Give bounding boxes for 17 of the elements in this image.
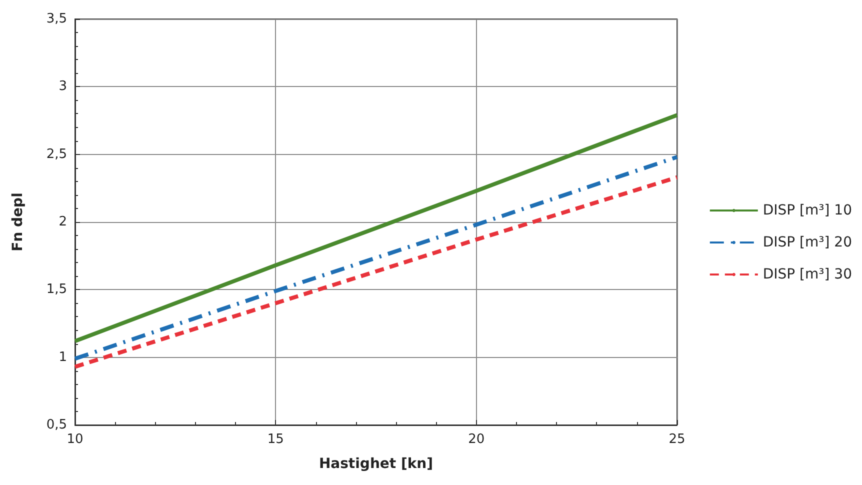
y-tick-label: 2,5: [46, 146, 67, 162]
y-tick-label: 1,5: [46, 282, 67, 298]
y-tick-label: 3,5: [46, 12, 67, 26]
y-tick-label: 2: [58, 214, 67, 230]
x-tick-label: 20: [468, 432, 485, 447]
y-tick-label: 1: [58, 350, 67, 365]
y-tick-label: 0,5: [46, 418, 67, 432]
y-axis-title: Fn depl: [10, 192, 26, 252]
x-tick-label: 25: [668, 432, 686, 447]
x-tick-label: 15: [267, 432, 284, 447]
legend-label: DISP [m³] 10: [762, 202, 852, 218]
x-axis-title: Hastighet [kn]: [318, 456, 434, 472]
line-series: [73, 113, 679, 344]
legend-label: DISP [m³] 20: [762, 234, 852, 250]
legend-label: DISP [m³] 30: [762, 266, 852, 282]
x-tick-label: 10: [66, 432, 84, 447]
y-tick-label: 3: [58, 79, 67, 94]
